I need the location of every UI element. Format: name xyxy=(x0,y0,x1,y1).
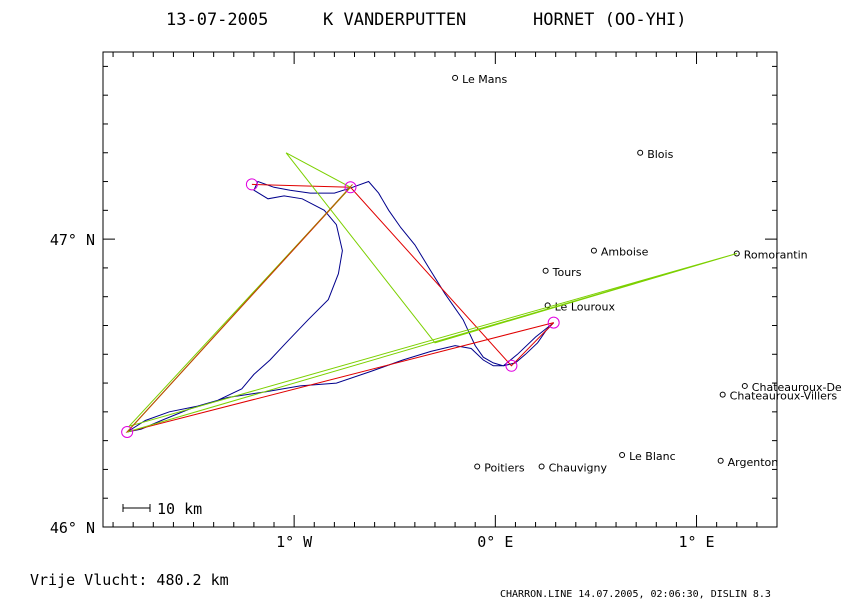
lat-tick-label: 47° N xyxy=(50,231,95,249)
header-pilot: K VANDERPUTTEN xyxy=(323,10,466,30)
city-label: Romorantin xyxy=(744,249,808,262)
city-marker xyxy=(719,391,726,398)
lon-tick-label: 0° E xyxy=(477,533,513,551)
city-label: Poitiers xyxy=(484,462,525,475)
city-label: Chateauroux-De xyxy=(752,381,842,394)
header-aircraft: HORNET (OO-YHI) xyxy=(533,10,687,30)
city-marker xyxy=(474,463,481,470)
city-marker xyxy=(542,267,549,274)
turnpoint-marker xyxy=(121,426,134,438)
turnpoint-marker xyxy=(505,359,518,372)
city-marker xyxy=(544,302,551,309)
flight-track-line xyxy=(126,184,353,433)
turnpoint-marker xyxy=(245,178,258,191)
scale-bar: 10 km xyxy=(122,500,202,518)
city-label: Le Blanc xyxy=(629,450,676,463)
free-flight-distance: Vrije Vlucht: 480.2 km xyxy=(30,571,229,589)
city-label: Blois xyxy=(647,148,673,161)
city-label: Argenton xyxy=(728,456,779,469)
city-marker xyxy=(590,247,597,254)
city-label: Le Mans xyxy=(462,73,507,86)
city-label: Amboise xyxy=(601,246,649,259)
city-markers: Le Mans Blois Amboise Tours Romorantin Le Lou… xyxy=(452,73,842,475)
scale-bar-label: 10 km xyxy=(157,500,202,518)
city-label: Chauvigny xyxy=(549,462,608,475)
axis-ticks xyxy=(103,52,778,528)
city-marker xyxy=(733,250,740,257)
software-credit: CHARRON.LINE 14.07.2005, 02:06:30, DISLI… xyxy=(500,589,771,600)
city-marker xyxy=(538,463,545,470)
city-marker xyxy=(717,457,724,464)
city-label: Le Louroux xyxy=(555,300,616,313)
lat-tick-label: 46° N xyxy=(50,519,95,537)
turnpoint-marker xyxy=(547,316,560,329)
flight-tracks xyxy=(125,152,737,433)
lon-tick-label: 1° W xyxy=(276,533,313,551)
plot-frame xyxy=(102,51,778,528)
turnpoint-markers xyxy=(121,178,560,438)
header-date: 13-07-2005 xyxy=(166,10,268,30)
flight-track-line xyxy=(126,152,737,433)
axis-tick-labels: 1° W 0° E 1° E 46° N 47° N xyxy=(50,231,715,551)
turnpoint-marker xyxy=(344,181,357,194)
city-marker xyxy=(452,74,459,81)
lon-tick-label: 1° E xyxy=(678,533,714,551)
city-marker xyxy=(619,452,626,459)
city-marker xyxy=(741,382,748,389)
flight-track-line xyxy=(126,180,555,433)
city-marker xyxy=(637,149,644,156)
city-label: Tours xyxy=(552,266,582,279)
city-label: Chateauroux-Villers xyxy=(730,390,838,403)
